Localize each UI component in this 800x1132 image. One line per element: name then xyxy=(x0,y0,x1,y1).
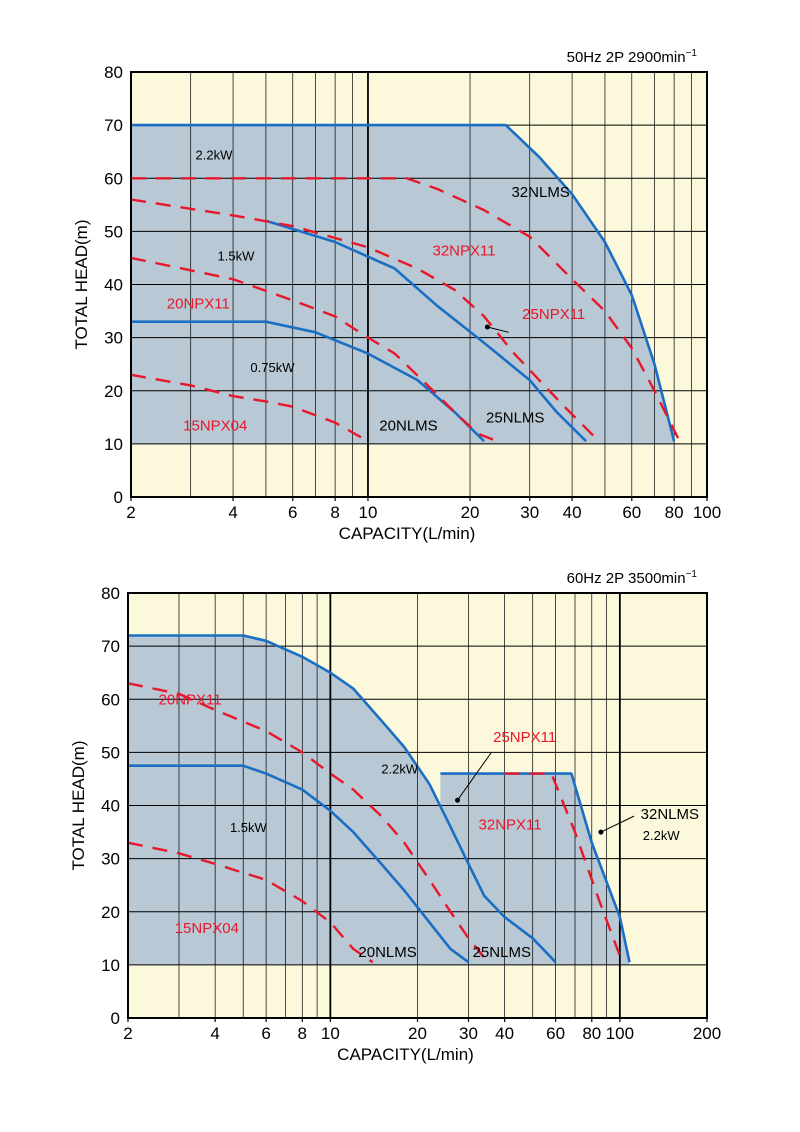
y-tick-label-40: 40 xyxy=(101,797,120,816)
y-tick-label-20: 20 xyxy=(104,382,123,401)
series-label-8: 20NLMS xyxy=(379,418,437,435)
y-tick-label-80: 80 xyxy=(104,63,123,82)
series-label-6: 32NPX11 xyxy=(479,816,542,833)
series-line-32npx11 xyxy=(504,772,624,963)
leader-dot-0 xyxy=(455,797,461,803)
series-label-5: 25NPX11 xyxy=(522,306,585,323)
x-tick-label-6: 6 xyxy=(261,1024,270,1043)
series-line-25npx11 xyxy=(130,198,600,443)
leader-line-0 xyxy=(457,752,492,801)
x-tick-label-80: 80 xyxy=(665,503,684,522)
y-axis-title: TOTAL HEAD(m) xyxy=(69,740,88,870)
series-label-7: 15NPX04 xyxy=(183,418,247,435)
series xyxy=(127,634,631,964)
series-label-0: 20NPX11 xyxy=(159,692,222,709)
x-tick-label-20: 20 xyxy=(408,1024,427,1043)
x-tick-label-2: 2 xyxy=(126,503,135,522)
series-line-25npx11 xyxy=(127,682,489,963)
series-label-5: 1.5kW xyxy=(230,820,268,835)
shade-20nlms xyxy=(128,765,469,965)
x-tick-label-4: 4 xyxy=(228,503,237,522)
condition-text: 60Hz 2P 3500min xyxy=(567,570,686,587)
y-tick-label-40: 40 xyxy=(104,276,123,295)
x-tick-label-30: 30 xyxy=(520,503,539,522)
x-tick-label-8: 8 xyxy=(298,1024,307,1043)
y-tick-label-30: 30 xyxy=(104,329,123,348)
series-line-20npx11 xyxy=(130,256,498,443)
series-label-9: 25NLMS xyxy=(486,410,544,427)
series-line-20npx11 xyxy=(127,841,374,964)
series-label-7: 15NPX04 xyxy=(175,920,239,937)
x-tick-label-40: 40 xyxy=(563,503,582,522)
y-tick-label-10: 10 xyxy=(104,435,123,454)
condition-text: 50Hz 2P 2900min xyxy=(567,49,686,66)
series-label-2: 32NPX11 xyxy=(432,242,495,259)
y-tick-label-60: 60 xyxy=(104,169,123,188)
series-line-32nlms xyxy=(440,772,631,963)
x-tick-label-60: 60 xyxy=(622,503,641,522)
series-label-3: 1.5kW xyxy=(218,249,256,264)
x-tick-label-2: 2 xyxy=(123,1024,132,1043)
chart-50hz: 2.2kW 32NLMS 32NPX11 1.5kW 20NPX11 25NPX11 0.7… xyxy=(72,48,721,543)
series-line-25nlms xyxy=(128,634,557,964)
x-tick-label-100: 100 xyxy=(606,1024,634,1043)
series-line-15npx04 xyxy=(130,373,369,443)
series-label-1: 25NPX11 xyxy=(493,729,556,746)
y-tick-label-0: 0 xyxy=(111,1009,120,1028)
y-tick-label-70: 70 xyxy=(101,637,120,656)
y-tick-label-0: 0 xyxy=(114,488,123,507)
series xyxy=(130,123,681,443)
series-label-6: 0.75kW xyxy=(250,360,295,375)
leader-line-0 xyxy=(487,326,509,333)
y-axis-title: TOTAL HEAD(m) xyxy=(72,219,91,349)
x-tick-label-100: 100 xyxy=(693,503,721,522)
operating-condition: 50Hz 2P 2900min−1 xyxy=(567,48,698,66)
condition-superscript: −1 xyxy=(686,569,698,580)
x-tick-label-40: 40 xyxy=(495,1024,514,1043)
x-tick-label-8: 8 xyxy=(330,503,339,522)
series-label-0: 2.2kW xyxy=(196,148,234,163)
y-tick-label-10: 10 xyxy=(101,956,120,975)
series-line-32nlms xyxy=(131,123,676,442)
x-tick-label-10: 10 xyxy=(321,1024,340,1043)
leader-line-1 xyxy=(600,815,635,833)
grid xyxy=(128,593,707,1018)
x-axis-title: CAPACITY(L/min) xyxy=(337,1045,474,1064)
leader-dot-1 xyxy=(598,829,604,835)
y-tick-label-70: 70 xyxy=(104,116,123,135)
x-tick-label-10: 10 xyxy=(359,503,378,522)
x-tick-label-200: 200 xyxy=(693,1024,721,1043)
y-tick-label-50: 50 xyxy=(104,222,123,241)
x-tick-label-80: 80 xyxy=(582,1024,601,1043)
y-tick-label-60: 60 xyxy=(101,690,120,709)
series-label-9: 25NLMS xyxy=(473,944,531,961)
leader-dot-0 xyxy=(484,324,490,330)
plot-frame xyxy=(130,71,708,498)
series-label-3: 32NLMS xyxy=(641,806,699,823)
y-tick-label-20: 20 xyxy=(101,903,120,922)
series-label-1: 32NLMS xyxy=(511,184,569,201)
x-tick-label-6: 6 xyxy=(288,503,297,522)
y-tick-label-50: 50 xyxy=(101,743,120,762)
series-label-8: 20NLMS xyxy=(358,944,416,961)
shade-25nlms xyxy=(131,220,587,444)
series-label-4: 20NPX11 xyxy=(167,295,230,312)
condition-superscript: −1 xyxy=(686,48,698,59)
x-tick-label-60: 60 xyxy=(546,1024,565,1043)
x-tick-label-20: 20 xyxy=(461,503,480,522)
x-tick-label-4: 4 xyxy=(210,1024,219,1043)
series-line-32npx11 xyxy=(131,177,681,442)
y-tick-label-30: 30 xyxy=(101,850,120,869)
series-line-20nlms xyxy=(131,320,486,443)
shade-20nlms xyxy=(131,321,485,444)
series-line-25nlms xyxy=(265,219,588,443)
operating-condition: 60Hz 2P 3500min−1 xyxy=(567,569,698,587)
x-axis-title: CAPACITY(L/min) xyxy=(339,524,476,543)
y-tick-label-80: 80 xyxy=(101,584,120,603)
series-label-4: 2.2kW xyxy=(643,828,681,843)
chart-60hz: 20NPX11 25NPX11 2.2kW 32NLMS 2.2kW 1.5kW 32NPX… xyxy=(69,569,721,1064)
series-label-2: 2.2kW xyxy=(381,762,419,777)
series-line-20nlms xyxy=(128,764,470,964)
x-tick-label-30: 30 xyxy=(459,1024,478,1043)
